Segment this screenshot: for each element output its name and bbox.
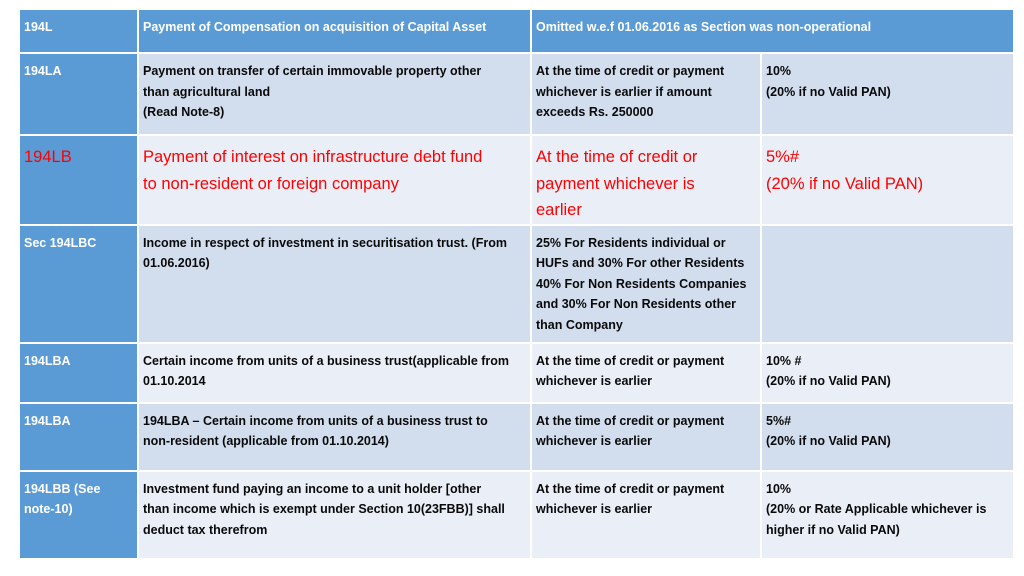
table-row: Sec 194LBC Income in respect of investme…	[18, 223, 1015, 344]
nature-cell: Income in respect of investment in secur…	[137, 223, 532, 344]
rate-cell: 10% (20% if no Valid PAN)	[760, 52, 1015, 136]
timing-cell: At the time of credit or payment whichev…	[530, 469, 762, 560]
section-cell: 194LB	[18, 134, 139, 226]
table-row: 194LBB (See note-10) Investment fund pay…	[18, 469, 1015, 560]
rate-cell	[760, 223, 1015, 344]
rate-cell: 5%# (20% if no Valid PAN)	[760, 401, 1015, 472]
tds-rates-table: 194L Payment of Compensation on acquisit…	[18, 8, 1015, 560]
rate-cell: 10% # (20% if no Valid PAN)	[760, 341, 1015, 404]
nature-cell: Certain income from units of a business …	[137, 341, 532, 404]
omitted-note-cell: Omitted w.e.f 01.06.2016 as Section was …	[530, 8, 1015, 54]
section-cell: 194LA	[18, 52, 139, 136]
section-cell: 194LBA	[18, 341, 139, 404]
timing-cell: At the time of credit or payment whichev…	[530, 341, 762, 404]
timing-cell: At the time of credit or payment whichev…	[530, 52, 762, 136]
timing-cell: 25% For Residents individual or HUFs and…	[530, 223, 762, 344]
table-row: 194LB Payment of interest on infrastruct…	[18, 134, 1015, 226]
table-row: 194L Payment of Compensation on acquisit…	[18, 8, 1015, 54]
section-cell: 194LBB (See note-10)	[18, 469, 139, 560]
section-cell: 194L	[18, 8, 139, 54]
section-cell: 194LBA	[18, 401, 139, 472]
rate-cell: 10% (20% or Rate Applicable whichever is…	[760, 469, 1015, 560]
nature-cell: Payment of interest on infrastructure de…	[137, 134, 532, 226]
nature-cell: Payment of Compensation on acquisition o…	[137, 8, 532, 54]
timing-cell: At the time of credit or payment whichev…	[530, 401, 762, 472]
table-row: 194LBA 194LBA – Certain income from unit…	[18, 401, 1015, 472]
timing-cell: At the time of credit or payment whichev…	[530, 134, 762, 226]
section-cell: Sec 194LBC	[18, 223, 139, 344]
table-row: 194LBA Certain income from units of a bu…	[18, 341, 1015, 404]
table-row: 194LA Payment on transfer of certain imm…	[18, 52, 1015, 136]
rate-cell: 5%# (20% if no Valid PAN)	[760, 134, 1015, 226]
nature-cell: Payment on transfer of certain immovable…	[137, 52, 532, 136]
nature-cell: Investment fund paying an income to a un…	[137, 469, 532, 560]
nature-cell: 194LBA – Certain income from units of a …	[137, 401, 532, 472]
